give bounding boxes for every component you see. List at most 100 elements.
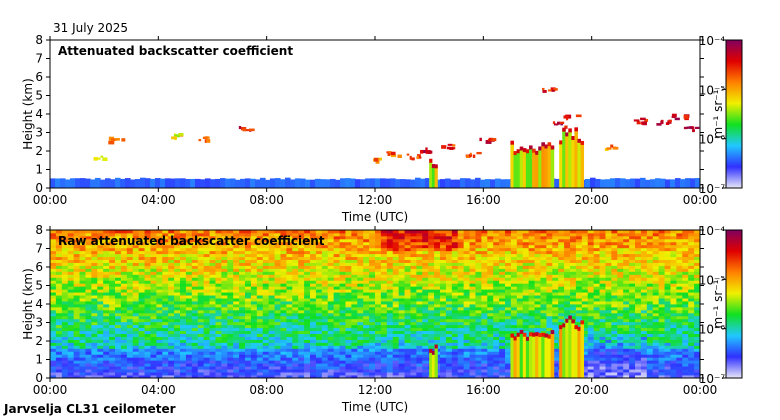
raw-cell <box>67 262 75 266</box>
raw-cell <box>85 318 92 323</box>
raw-cell <box>85 280 92 284</box>
raw-cell <box>475 312 482 317</box>
raw-cell <box>410 306 417 311</box>
raw-cell <box>91 289 98 293</box>
raw-cell <box>434 321 441 326</box>
raw-cell <box>109 345 116 349</box>
raw-cell <box>658 306 665 311</box>
raw-cell <box>605 321 612 326</box>
cloud-patch <box>406 153 410 156</box>
raw-cell <box>91 292 98 296</box>
raw-cell <box>617 375 624 378</box>
raw-cell <box>463 375 470 378</box>
raw-cell <box>528 318 535 323</box>
raw-cell <box>245 354 252 358</box>
raw-cell <box>162 366 169 370</box>
raw-cell <box>581 256 589 260</box>
precip-strip <box>544 146 549 188</box>
raw-cell <box>174 366 181 370</box>
raw-cell <box>646 336 654 340</box>
raw-cell <box>623 366 630 370</box>
raw-cell <box>599 289 606 293</box>
raw-cell <box>558 283 565 287</box>
raw-cell <box>280 268 287 272</box>
raw-cell <box>103 259 110 263</box>
raw-cell <box>351 286 358 290</box>
raw-cell <box>640 309 648 314</box>
cloud-top-cell <box>571 136 575 141</box>
raw-cell <box>351 289 358 293</box>
raw-cell <box>493 324 500 329</box>
raw-cell <box>416 253 423 258</box>
raw-cell <box>168 315 175 320</box>
raw-cell <box>375 286 382 290</box>
raw-cell <box>534 265 541 269</box>
raw-cell <box>522 274 530 278</box>
raw-cell <box>274 354 281 358</box>
cloud-patch <box>559 121 565 124</box>
surface-layer-cell <box>610 178 616 188</box>
cloud-patch <box>660 120 664 125</box>
raw-cell <box>97 265 104 269</box>
raw-cell <box>73 327 80 332</box>
raw-cell <box>552 277 559 281</box>
raw-cell <box>73 342 80 346</box>
raw-cell <box>298 327 305 332</box>
raw-cell <box>652 330 660 334</box>
raw-cell <box>103 256 110 260</box>
raw-cell <box>534 259 541 263</box>
raw-cell <box>91 375 98 378</box>
raw-cell <box>670 348 677 352</box>
raw-cell <box>162 360 169 364</box>
raw-cell <box>120 259 128 263</box>
raw-cell <box>304 318 311 323</box>
raw-cell <box>91 312 98 317</box>
raw-cell <box>126 342 134 346</box>
raw-cell <box>558 286 565 290</box>
raw-cell <box>351 354 358 358</box>
raw-cell <box>168 324 175 329</box>
raw-cell <box>245 372 252 376</box>
raw-cell <box>268 375 275 378</box>
raw-cell <box>380 283 388 287</box>
raw-cell <box>180 369 187 373</box>
raw-cell <box>428 315 435 320</box>
raw-cell <box>493 348 500 352</box>
raw-cell <box>694 366 700 370</box>
raw-cell <box>91 295 98 299</box>
raw-cell <box>185 375 193 378</box>
raw-cell <box>221 304 228 308</box>
raw-cell <box>310 280 317 284</box>
raw-cell <box>250 283 258 287</box>
raw-cell <box>694 295 700 299</box>
raw-cell <box>694 354 700 358</box>
raw-cell <box>688 283 695 287</box>
raw-cell <box>250 298 258 302</box>
raw-cell <box>91 306 98 311</box>
raw-cell <box>410 354 417 358</box>
raw-cell <box>120 256 128 260</box>
raw-cell <box>428 327 435 332</box>
raw-cell <box>150 312 157 317</box>
raw-cell <box>304 375 311 378</box>
raw-cell <box>315 315 323 320</box>
raw-cell <box>315 298 323 302</box>
raw-cell <box>203 256 210 260</box>
raw-cell <box>558 298 565 302</box>
raw-cell <box>138 339 145 343</box>
raw-cell <box>245 348 252 352</box>
raw-cell <box>109 309 116 314</box>
raw-cell <box>126 351 134 355</box>
raw-cell <box>380 286 388 290</box>
raw-cell <box>445 304 453 308</box>
raw-cell <box>61 265 69 269</box>
raw-cell <box>646 268 654 272</box>
raw-cell <box>339 375 346 378</box>
precip-strip <box>516 151 521 188</box>
raw-cell <box>440 289 447 293</box>
raw-cell <box>605 283 612 287</box>
raw-cell <box>375 321 382 326</box>
raw-cell <box>245 375 252 378</box>
raw-cell <box>658 354 665 358</box>
raw-cell <box>640 271 648 275</box>
